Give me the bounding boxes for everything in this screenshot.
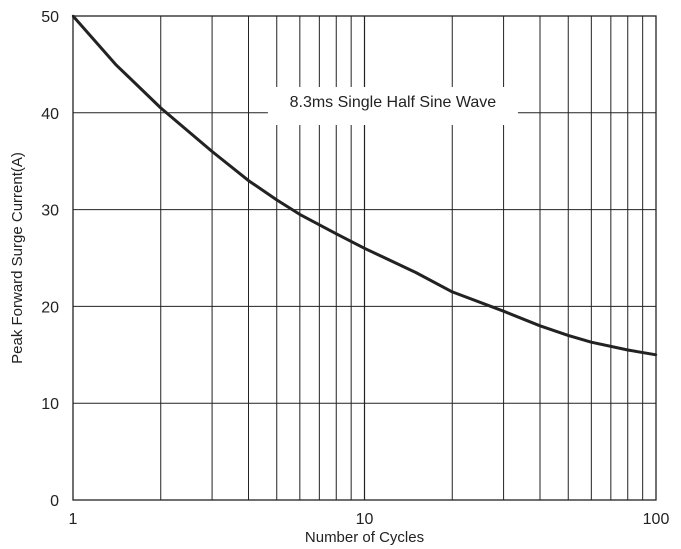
- data-point: [654, 353, 658, 356]
- data-point: [414, 271, 418, 274]
- data-point: [210, 150, 214, 153]
- y-axis-label: Peak Forward Surge Current(A): [9, 152, 26, 364]
- data-point: [363, 247, 366, 250]
- data-point: [114, 63, 117, 66]
- x-tick-labels: 1 10 100: [69, 511, 670, 528]
- data-point: [71, 14, 75, 18]
- data-point: [247, 179, 250, 182]
- y-tick-label: 50: [41, 9, 59, 26]
- x-tick-label: 100: [643, 511, 670, 528]
- x-tick-label: 1: [69, 511, 78, 528]
- x-tick-label: 10: [356, 511, 374, 528]
- y-tick-label: 30: [41, 203, 59, 220]
- data-point: [502, 310, 505, 313]
- x-axis-label: Number of Cycles: [305, 529, 424, 546]
- data-point: [275, 198, 278, 202]
- data-point: [298, 213, 302, 216]
- data-point: [626, 348, 629, 352]
- waveform-annotation: 8.3ms Single Half Sine Wave: [290, 94, 497, 111]
- y-tick-label: 0: [50, 493, 59, 510]
- data-point: [159, 106, 162, 110]
- data-point: [335, 232, 338, 235]
- y-tick-labels: 0 10 20 30 40 50: [41, 9, 59, 510]
- plot-frame: [72, 15, 657, 501]
- y-tick-label: 20: [41, 299, 59, 316]
- data-point: [451, 290, 454, 294]
- data-point: [590, 341, 593, 344]
- series-layer: [71, 14, 658, 357]
- data-point: [538, 324, 542, 327]
- y-tick-label: 40: [41, 106, 59, 123]
- y-tick-label: 10: [41, 396, 59, 413]
- data-point: [567, 334, 570, 337]
- annotation-background: [267, 87, 518, 125]
